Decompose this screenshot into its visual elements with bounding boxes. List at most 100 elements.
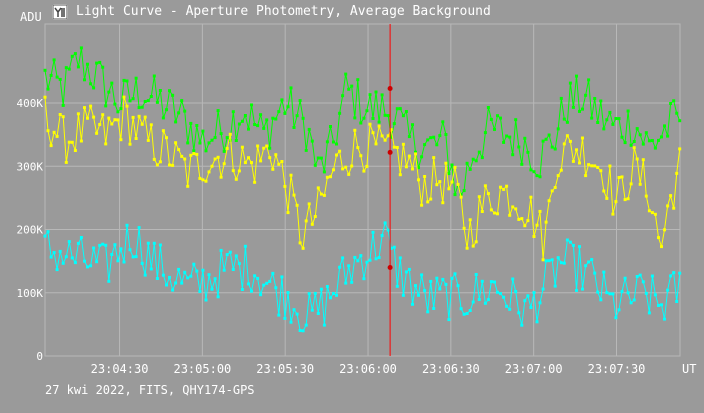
data-point bbox=[231, 110, 235, 114]
data-point bbox=[155, 277, 159, 280]
data-point bbox=[292, 193, 296, 197]
data-point bbox=[344, 72, 348, 76]
data-point bbox=[614, 117, 618, 120]
series-line-yellow bbox=[44, 96, 681, 260]
data-point bbox=[541, 258, 545, 262]
data-point bbox=[271, 167, 275, 171]
data-point bbox=[532, 170, 536, 174]
data-point bbox=[669, 274, 673, 278]
data-point bbox=[380, 234, 384, 237]
data-point bbox=[562, 117, 566, 121]
data-point bbox=[83, 78, 86, 82]
data-point bbox=[146, 241, 150, 245]
data-point bbox=[505, 184, 509, 188]
data-point bbox=[550, 258, 554, 262]
data-point bbox=[256, 124, 260, 128]
data-point bbox=[76, 241, 80, 245]
data-point bbox=[298, 329, 302, 332]
data-point bbox=[353, 116, 357, 120]
data-point bbox=[280, 275, 284, 279]
data-point bbox=[599, 99, 603, 103]
data-point bbox=[325, 285, 329, 288]
data-point bbox=[262, 283, 266, 287]
data-point bbox=[329, 296, 332, 300]
data-point bbox=[505, 304, 509, 308]
data-point bbox=[632, 298, 636, 302]
data-point bbox=[550, 189, 554, 193]
data-point bbox=[386, 228, 390, 232]
data-point bbox=[450, 180, 454, 184]
data-point bbox=[143, 273, 147, 277]
data-point bbox=[611, 292, 615, 296]
data-point bbox=[641, 158, 645, 162]
data-point bbox=[584, 174, 588, 178]
app-logo-icon[interactable] bbox=[52, 4, 68, 20]
data-point bbox=[134, 255, 138, 259]
data-point bbox=[125, 79, 129, 83]
data-point bbox=[116, 110, 120, 114]
data-point bbox=[207, 170, 211, 174]
data-point bbox=[444, 133, 448, 136]
data-point bbox=[556, 174, 560, 178]
data-point bbox=[447, 172, 451, 176]
data-point bbox=[165, 283, 168, 287]
data-point bbox=[250, 161, 253, 165]
data-point bbox=[426, 310, 430, 314]
data-point bbox=[210, 287, 214, 291]
data-point bbox=[401, 142, 405, 146]
data-point bbox=[635, 127, 639, 131]
data-point bbox=[146, 99, 150, 103]
data-point bbox=[571, 159, 575, 163]
data-point bbox=[280, 160, 284, 163]
data-point bbox=[134, 137, 138, 140]
data-point bbox=[647, 311, 651, 315]
data-point bbox=[529, 306, 533, 309]
data-point bbox=[565, 134, 569, 138]
data-point bbox=[641, 280, 645, 284]
data-point bbox=[541, 139, 545, 143]
data-point bbox=[113, 118, 117, 122]
data-point bbox=[374, 142, 378, 146]
data-point bbox=[52, 58, 56, 62]
data-point bbox=[213, 277, 217, 281]
data-point bbox=[562, 261, 566, 265]
data-point bbox=[177, 111, 181, 115]
data-point bbox=[623, 198, 627, 202]
data-point bbox=[538, 301, 542, 305]
data-point bbox=[653, 212, 657, 216]
data-point bbox=[158, 243, 162, 247]
data-point bbox=[216, 155, 220, 159]
data-point bbox=[113, 102, 117, 106]
data-point bbox=[508, 307, 512, 311]
data-point bbox=[283, 111, 287, 115]
data-point bbox=[429, 197, 433, 201]
data-point bbox=[43, 95, 47, 99]
data-point bbox=[474, 273, 478, 276]
data-point bbox=[228, 132, 232, 136]
data-point bbox=[365, 164, 369, 168]
data-point bbox=[192, 149, 196, 153]
data-point bbox=[61, 115, 65, 119]
data-point bbox=[122, 260, 126, 264]
data-point bbox=[116, 118, 120, 122]
data-point bbox=[76, 112, 80, 116]
data-point bbox=[468, 218, 472, 222]
data-point bbox=[432, 135, 436, 139]
data-point bbox=[67, 240, 71, 244]
data-point bbox=[338, 265, 342, 269]
data-point bbox=[377, 256, 381, 259]
data-point bbox=[304, 148, 308, 152]
data-point bbox=[186, 276, 190, 280]
data-point bbox=[86, 62, 89, 66]
data-point bbox=[465, 312, 469, 315]
data-point bbox=[177, 267, 181, 271]
data-point bbox=[426, 138, 430, 142]
data-point bbox=[365, 260, 369, 264]
data-point bbox=[353, 255, 357, 259]
data-point bbox=[301, 246, 305, 250]
data-point bbox=[286, 291, 290, 295]
data-point bbox=[250, 289, 253, 293]
data-point bbox=[240, 119, 244, 123]
